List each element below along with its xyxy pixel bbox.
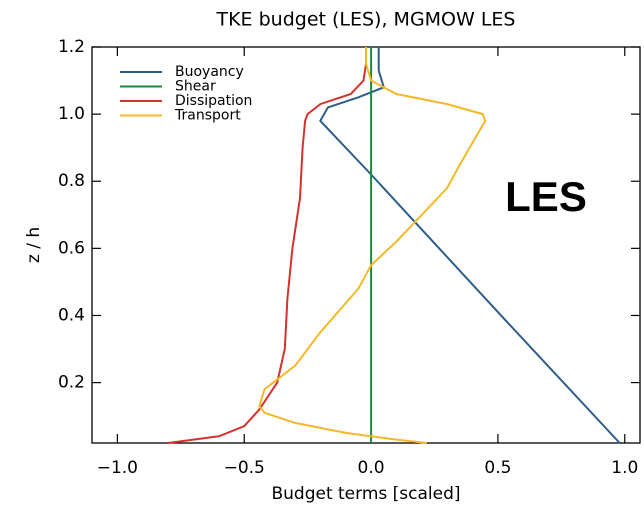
y-tick-label: 0.2	[58, 373, 85, 393]
y-tick-label: 0.6	[58, 238, 85, 258]
legend-label: Buoyancy	[175, 64, 244, 80]
x-tick-label: 0.5	[484, 458, 511, 478]
x-tick-label: 0.0	[358, 458, 385, 478]
x-axis-label: Budget terms [scaled]	[271, 484, 460, 504]
x-tick-label: −0.5	[224, 458, 265, 478]
chart-title: TKE budget (LES), MGMOW LES	[215, 9, 515, 31]
y-tick-label: 1.2	[58, 37, 85, 57]
legend-label: Transport	[174, 108, 241, 124]
x-tick-label: −1.0	[97, 458, 138, 478]
annotation: LES	[505, 173, 587, 220]
legend-label: Shear	[175, 79, 216, 95]
legend-label: Dissipation	[175, 93, 252, 109]
series-line	[319, 47, 621, 444]
series-line	[258, 47, 487, 444]
series-line	[167, 47, 367, 444]
y-tick-label: 0.8	[58, 171, 85, 191]
y-tick-label: 1.0	[58, 104, 85, 124]
y-tick-label: 0.4	[58, 305, 85, 325]
y-axis-label: z / h	[24, 227, 44, 263]
x-tick-label: 1.0	[611, 458, 638, 478]
